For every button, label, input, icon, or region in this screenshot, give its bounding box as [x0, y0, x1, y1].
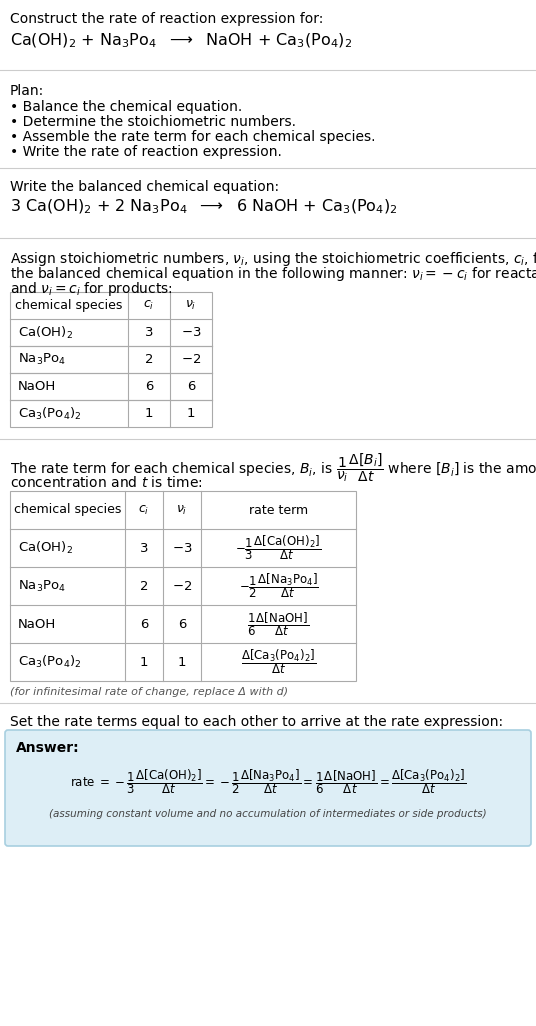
- Text: (assuming constant volume and no accumulation of intermediates or side products): (assuming constant volume and no accumul…: [49, 808, 487, 819]
- Text: $-\dfrac{1}{3}\dfrac{\Delta[\mathrm{Ca(OH)_2}]}{\Delta t}$: $-\dfrac{1}{3}\dfrac{\Delta[\mathrm{Ca(O…: [235, 534, 322, 562]
- Text: Ca(OH)$_2$: Ca(OH)$_2$: [18, 324, 73, 341]
- Text: concentration and $t$ is time:: concentration and $t$ is time:: [10, 475, 203, 490]
- Text: 1: 1: [140, 656, 148, 669]
- Text: $c_i$: $c_i$: [143, 299, 154, 312]
- Text: $-2$: $-2$: [172, 580, 192, 592]
- Text: Answer:: Answer:: [16, 741, 80, 755]
- Text: • Write the rate of reaction expression.: • Write the rate of reaction expression.: [10, 145, 282, 159]
- Text: $-\dfrac{1}{2}\dfrac{\Delta[\mathrm{Na_3Po_4}]}{\Delta t}$: $-\dfrac{1}{2}\dfrac{\Delta[\mathrm{Na_3…: [239, 571, 318, 600]
- Text: Set the rate terms equal to each other to arrive at the rate expression:: Set the rate terms equal to each other t…: [10, 715, 503, 729]
- Text: Plan:: Plan:: [10, 84, 44, 98]
- Text: rate term: rate term: [249, 504, 308, 516]
- Text: $\dfrac{1}{6}\dfrac{\Delta[\mathrm{NaOH}]}{\Delta t}$: $\dfrac{1}{6}\dfrac{\Delta[\mathrm{NaOH}…: [248, 610, 310, 638]
- Text: • Determine the stoichiometric numbers.: • Determine the stoichiometric numbers.: [10, 115, 296, 129]
- Text: $\nu_i$: $\nu_i$: [185, 299, 197, 312]
- Text: NaOH: NaOH: [18, 618, 56, 631]
- Text: NaOH: NaOH: [18, 380, 56, 393]
- Text: Na$_3$Po$_4$: Na$_3$Po$_4$: [18, 579, 66, 594]
- Text: • Assemble the rate term for each chemical species.: • Assemble the rate term for each chemic…: [10, 130, 376, 144]
- Text: 3: 3: [145, 326, 153, 339]
- Text: Ca$_3$(Po$_4$)$_2$: Ca$_3$(Po$_4$)$_2$: [18, 405, 81, 422]
- Text: 3: 3: [140, 542, 148, 554]
- Text: 3 Ca(OH)$_2$ + 2 Na$_3$Po$_4$  $\longrightarrow$  6 NaOH + Ca$_3$(Po$_4$)$_2$: 3 Ca(OH)$_2$ + 2 Na$_3$Po$_4$ $\longrigh…: [10, 198, 398, 216]
- Text: • Balance the chemical equation.: • Balance the chemical equation.: [10, 100, 242, 114]
- FancyBboxPatch shape: [5, 731, 531, 846]
- Text: chemical species: chemical species: [14, 504, 121, 516]
- Text: rate $= -\dfrac{1}{3}\dfrac{\Delta[\mathrm{Ca(OH)_2}]}{\Delta t} = -\dfrac{1}{2}: rate $= -\dfrac{1}{3}\dfrac{\Delta[\math…: [70, 767, 466, 796]
- Text: Assign stoichiometric numbers, $\nu_i$, using the stoichiometric coefficients, $: Assign stoichiometric numbers, $\nu_i$, …: [10, 250, 536, 268]
- Text: 1: 1: [145, 407, 153, 420]
- Text: $\nu_i$: $\nu_i$: [176, 504, 188, 516]
- Text: Construct the rate of reaction expression for:: Construct the rate of reaction expressio…: [10, 12, 323, 26]
- Text: $-3$: $-3$: [181, 326, 201, 339]
- Text: 6: 6: [178, 618, 186, 631]
- Text: 2: 2: [140, 580, 148, 592]
- Text: $-3$: $-3$: [172, 542, 192, 554]
- Bar: [10, 292, 212, 427]
- Text: 6: 6: [140, 618, 148, 631]
- Text: Ca$_3$(Po$_4$)$_2$: Ca$_3$(Po$_4$)$_2$: [18, 654, 81, 670]
- Text: 2: 2: [145, 353, 153, 366]
- Text: The rate term for each chemical species, $B_i$, is $\dfrac{1}{\nu_i}\dfrac{\Delt: The rate term for each chemical species,…: [10, 451, 536, 483]
- Bar: [10, 491, 356, 681]
- Text: (for infinitesimal rate of change, replace Δ with d): (for infinitesimal rate of change, repla…: [10, 687, 288, 697]
- Text: Ca(OH)$_2$ + Na$_3$Po$_4$  $\longrightarrow$  NaOH + Ca$_3$(Po$_4$)$_2$: Ca(OH)$_2$ + Na$_3$Po$_4$ $\longrightarr…: [10, 32, 352, 50]
- Text: 6: 6: [187, 380, 195, 393]
- Text: $-2$: $-2$: [181, 353, 201, 366]
- Text: chemical species: chemical species: [16, 299, 123, 312]
- Text: 1: 1: [178, 656, 186, 669]
- Text: Ca(OH)$_2$: Ca(OH)$_2$: [18, 540, 73, 556]
- Text: the balanced chemical equation in the following manner: $\nu_i = -c_i$ for react: the balanced chemical equation in the fo…: [10, 265, 536, 283]
- Text: 6: 6: [145, 380, 153, 393]
- Text: $\dfrac{\Delta[\mathrm{Ca_3(Po_4)_2}]}{\Delta t}$: $\dfrac{\Delta[\mathrm{Ca_3(Po_4)_2}]}{\…: [241, 647, 316, 676]
- Text: Write the balanced chemical equation:: Write the balanced chemical equation:: [10, 180, 279, 194]
- Text: $c_i$: $c_i$: [138, 504, 150, 516]
- Text: 1: 1: [187, 407, 195, 420]
- Text: and $\nu_i = c_i$ for products:: and $\nu_i = c_i$ for products:: [10, 280, 173, 298]
- Text: Na$_3$Po$_4$: Na$_3$Po$_4$: [18, 352, 66, 367]
